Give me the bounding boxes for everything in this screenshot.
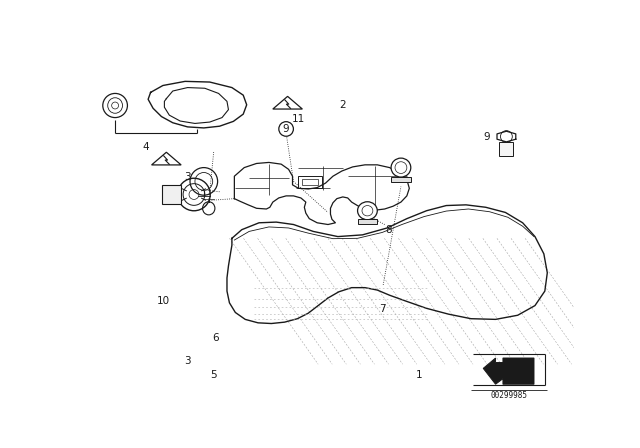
Bar	[499, 142, 513, 155]
Bar	[391, 177, 411, 182]
Text: 4: 4	[142, 142, 149, 152]
Text: 5: 5	[211, 370, 217, 379]
Text: 11: 11	[292, 114, 305, 124]
Text: 6: 6	[212, 333, 219, 343]
Bar	[298, 176, 322, 188]
Text: 1: 1	[416, 370, 422, 379]
Text: 2: 2	[339, 100, 346, 110]
Text: 3: 3	[184, 357, 191, 366]
Ellipse shape	[358, 202, 378, 220]
Bar	[162, 185, 180, 204]
Text: 9: 9	[283, 124, 289, 134]
Polygon shape	[483, 358, 534, 384]
Ellipse shape	[391, 158, 411, 177]
Text: 9: 9	[483, 132, 490, 142]
Text: 7: 7	[379, 304, 385, 314]
Bar	[358, 220, 378, 224]
Text: 8: 8	[385, 225, 392, 235]
Text: 00299985: 00299985	[491, 391, 528, 400]
Text: 3: 3	[184, 172, 191, 182]
Text: 10: 10	[156, 297, 170, 306]
Bar	[302, 179, 318, 185]
